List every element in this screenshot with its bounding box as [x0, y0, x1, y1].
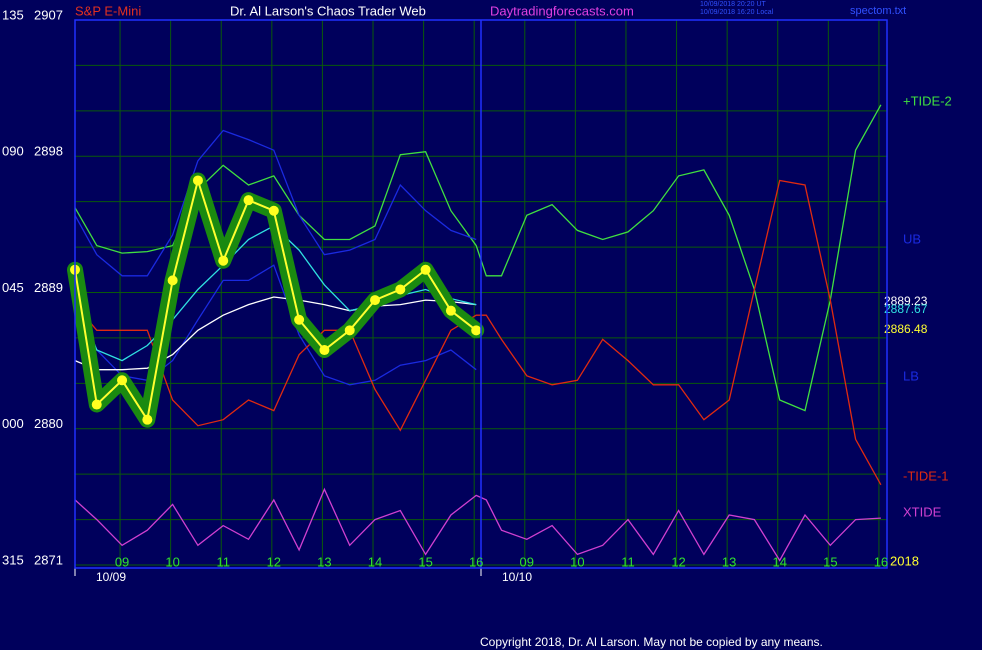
timestamp: 10/09/2018 16:20 Local [700, 9, 774, 16]
x-tick-label: 16 [874, 554, 888, 569]
date-label: 10/09 [96, 570, 126, 584]
angle-label: 135 [2, 7, 24, 22]
price-dot [344, 325, 355, 336]
x-tick-label: 15 [823, 554, 837, 569]
x-tick-label: 15 [418, 554, 432, 569]
angle-label: 045 [2, 280, 24, 295]
x-tick-label: 12 [267, 554, 281, 569]
y-tick-label: 2907 [34, 7, 63, 22]
x-tick-label: 09 [520, 554, 534, 569]
timestamp: 10/09/2018 20:20 UT [700, 1, 766, 8]
price-dot [243, 195, 254, 206]
angle-label: 315 [2, 552, 24, 567]
x-tick-label: 09 [115, 554, 129, 569]
legend-label: XTIDE [903, 504, 942, 519]
price-dot [117, 375, 128, 386]
price-dot [445, 305, 456, 316]
instrument: S&P E-Mini [75, 3, 141, 18]
price-dot [294, 314, 305, 325]
legend-label: LB [903, 368, 919, 383]
y-tick-label: 2889 [34, 280, 63, 295]
series-line [74, 296, 477, 371]
x-tick-label: 13 [722, 554, 736, 569]
price-dot [167, 275, 178, 286]
series-line [74, 264, 477, 386]
x-tick-label: 13 [317, 554, 331, 569]
price-dot [395, 284, 406, 295]
legend-label: UB [903, 231, 921, 246]
readout: 2887.67 [884, 302, 928, 316]
price-dot [192, 175, 203, 186]
y-tick-label: 2898 [34, 144, 63, 159]
readout: 2886.48 [884, 322, 928, 336]
x-tick-label: 10 [570, 554, 584, 569]
angle-label: 000 [2, 416, 24, 431]
price-dot [142, 414, 153, 425]
y-tick-label: 2871 [34, 552, 63, 567]
angle-label: 090 [2, 144, 24, 159]
x-tick-label: 12 [671, 554, 685, 569]
price-dot [370, 295, 381, 306]
x-tick-label: 14 [773, 554, 787, 569]
price-dot [420, 264, 431, 275]
x-tick-label: 14 [368, 554, 382, 569]
date-label: 10/10 [502, 570, 532, 584]
file-name: spectom.txt [850, 5, 906, 17]
chart-title: Dr. Al Larson's Chaos Trader Web [230, 3, 426, 18]
x-tick-label: 11 [216, 554, 230, 569]
price-dot [319, 345, 330, 356]
x-tick-label: 16 [469, 554, 483, 569]
price-dot [268, 205, 279, 216]
copyright: Copyright 2018, Dr. Al Larson. May not b… [480, 635, 823, 649]
price-dot [218, 255, 229, 266]
x-tick-label: 10 [165, 554, 179, 569]
series-line [74, 129, 477, 277]
legend-label: -TIDE-1 [903, 468, 949, 483]
legend-label: +TIDE-2 [903, 93, 952, 108]
price-dot [91, 399, 102, 410]
site: Daytradingforecasts.com [490, 3, 634, 18]
x-tick-label: 11 [621, 554, 635, 569]
price-dot [471, 325, 482, 336]
year: 2018 [890, 553, 919, 568]
y-tick-label: 2880 [34, 416, 63, 431]
readout: 2889.23 [884, 294, 928, 308]
